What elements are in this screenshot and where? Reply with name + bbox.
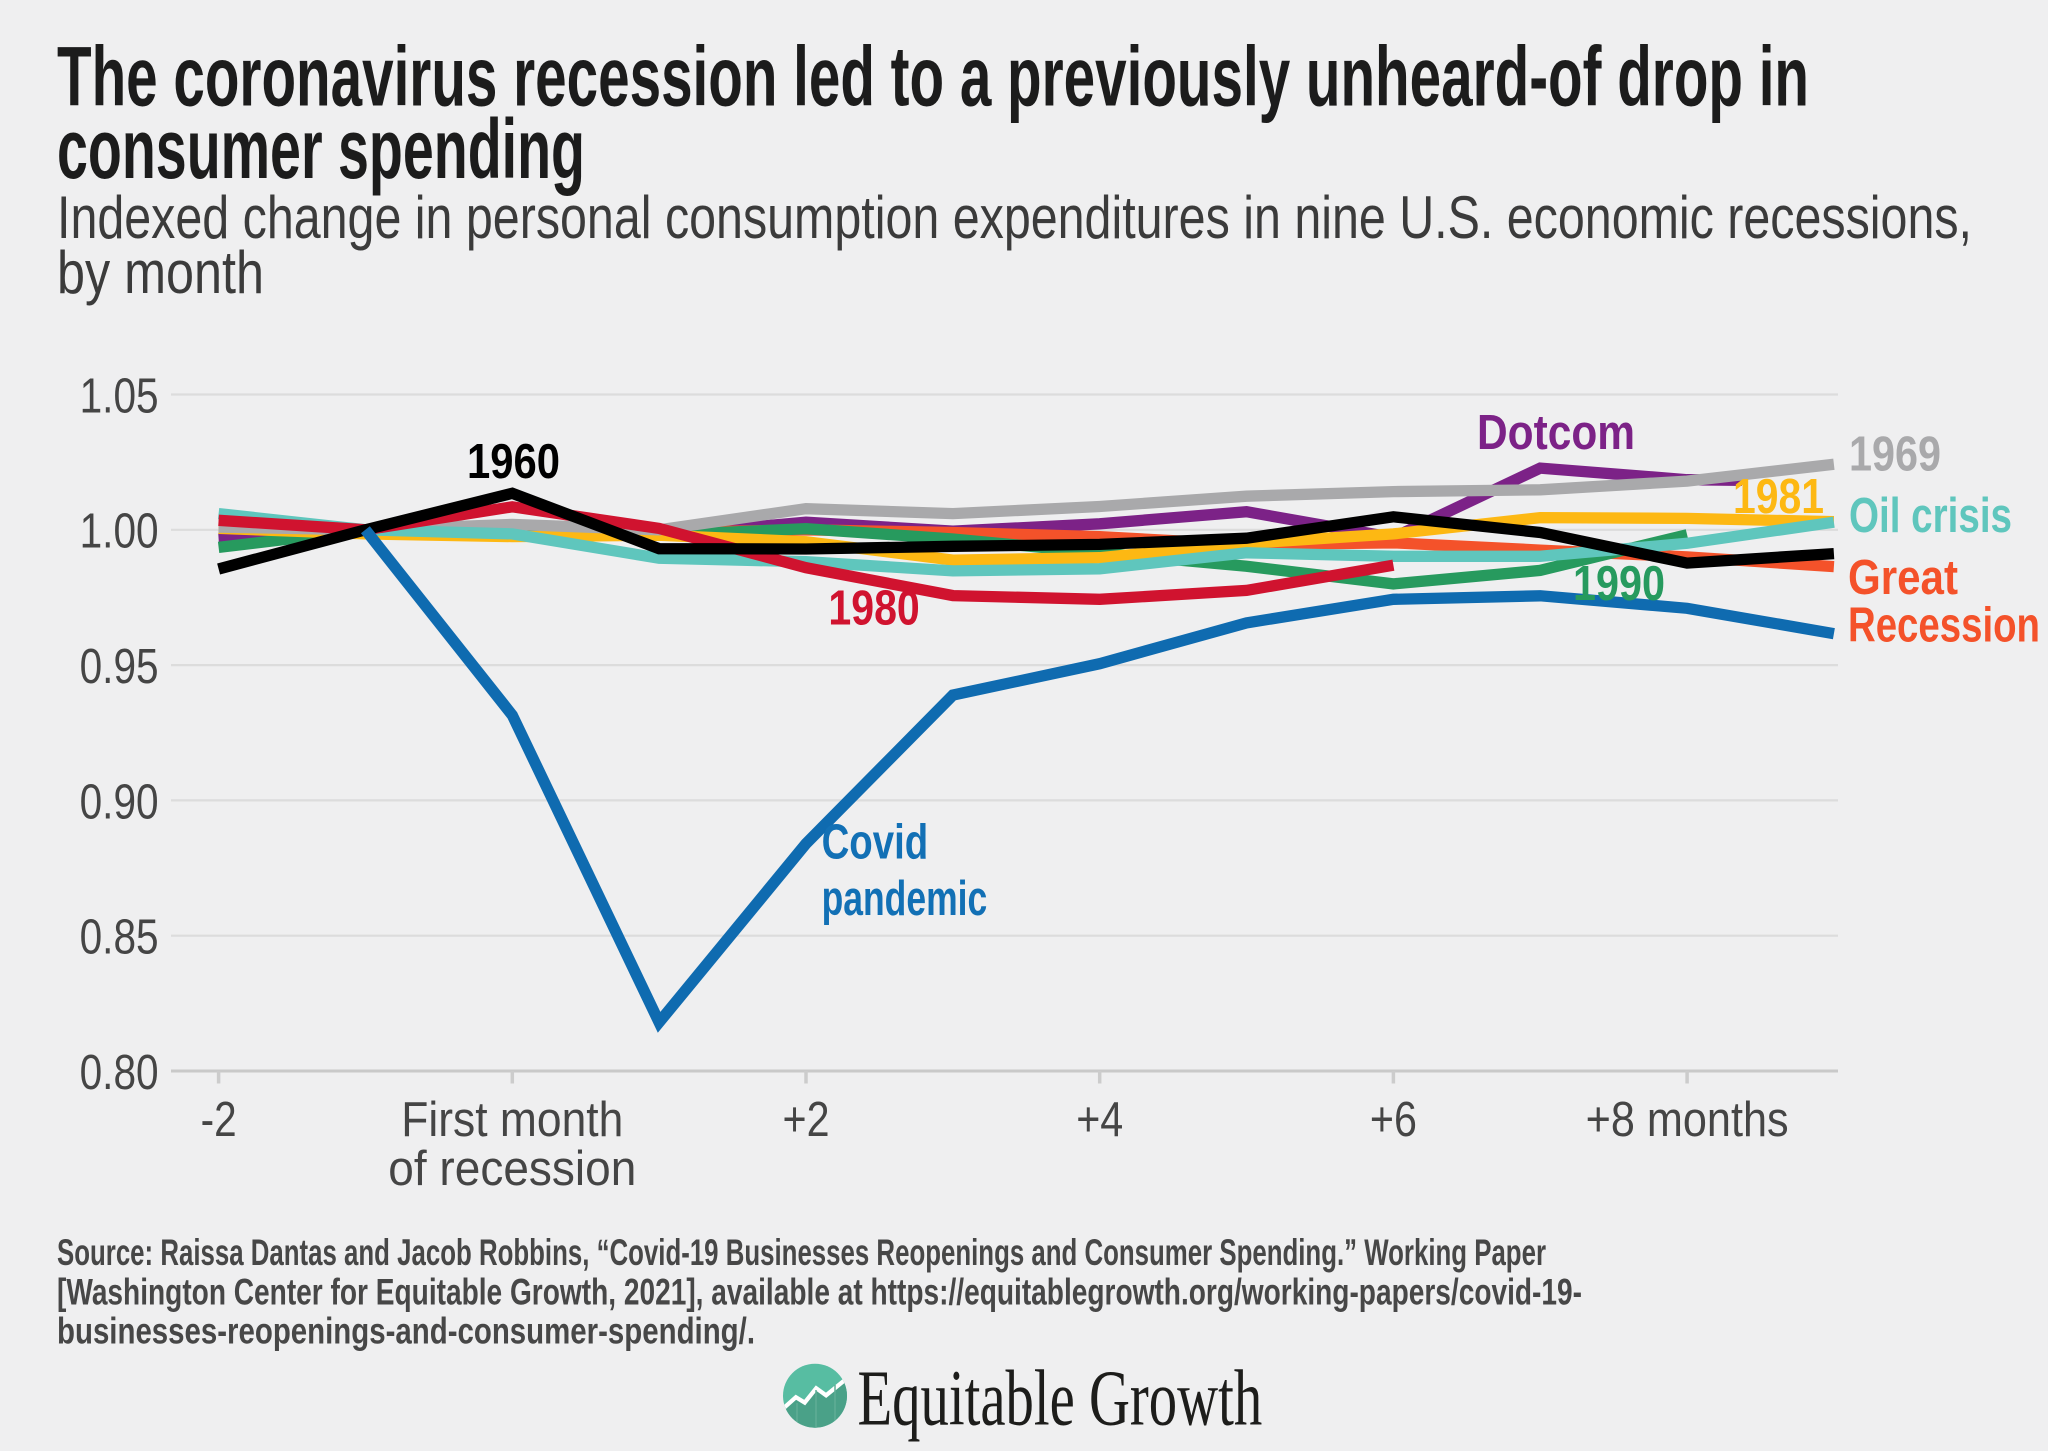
svg-text:1960: 1960 <box>467 435 560 489</box>
svg-text:consumer spending: consumer spending <box>57 102 585 196</box>
svg-text:+4: +4 <box>1076 1093 1123 1147</box>
svg-text:Covid: Covid <box>822 815 929 869</box>
svg-text:1990: 1990 <box>1573 557 1665 611</box>
svg-text:pandemic: pandemic <box>822 872 988 926</box>
svg-text:Indexed change in personal con: Indexed change in personal consumption e… <box>57 184 1972 251</box>
svg-text:Dotcom: Dotcom <box>1477 406 1635 460</box>
svg-text:The coronavirus recession led: The coronavirus recession led to a previ… <box>57 29 1809 123</box>
svg-text:businesses-reopenings-and-cons: businesses-reopenings-and-consumer-spend… <box>57 1310 755 1352</box>
svg-text:by month: by month <box>57 239 264 306</box>
svg-text:Oil crisis: Oil crisis <box>1849 489 2012 543</box>
svg-text:1.00: 1.00 <box>80 505 159 559</box>
svg-text:of recession: of recession <box>388 1142 636 1196</box>
svg-text:First month: First month <box>401 1093 623 1147</box>
svg-text:Source: Raissa Dantas and Jaco: Source: Raissa Dantas and Jacob Robbins,… <box>57 1231 1546 1273</box>
svg-text:Great: Great <box>1848 551 1958 605</box>
svg-text:+6: +6 <box>1370 1093 1417 1147</box>
svg-text:Recession: Recession <box>1848 599 2040 653</box>
svg-text:1980: 1980 <box>828 582 919 636</box>
svg-text:0.95: 0.95 <box>80 640 159 694</box>
svg-text:0.85: 0.85 <box>80 911 159 965</box>
svg-text:1.05: 1.05 <box>80 369 159 423</box>
svg-text:[Washington Center for Equitab: [Washington Center for Equitable Growth,… <box>57 1271 1582 1313</box>
svg-text:-2: -2 <box>201 1093 237 1147</box>
svg-text:0.80: 0.80 <box>80 1046 159 1100</box>
svg-text:Equitable Growth: Equitable Growth <box>858 1355 1263 1442</box>
svg-text:1981: 1981 <box>1733 470 1824 524</box>
svg-text:+2: +2 <box>783 1093 830 1147</box>
svg-text:1969: 1969 <box>1849 428 1941 482</box>
svg-text:0.90: 0.90 <box>80 775 159 829</box>
svg-text:+8 months: +8 months <box>1586 1093 1789 1147</box>
